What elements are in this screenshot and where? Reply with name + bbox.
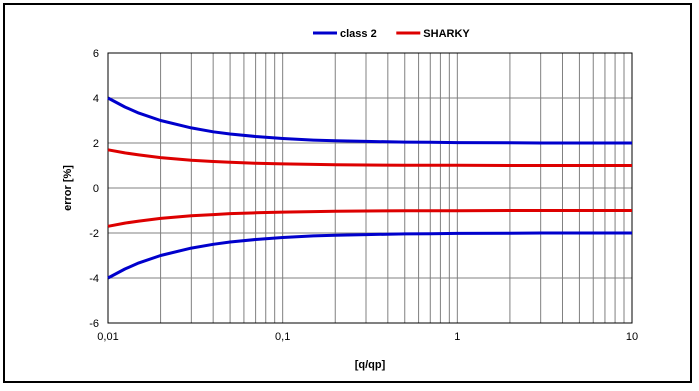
y-axis-title: error [%] bbox=[62, 165, 74, 211]
chart-frame: -6 -4 -2 0 2 4 6 0,01 0,1 1 10 [q/qp] error [%] cl… bbox=[3, 3, 692, 383]
y-tick-label: 4 bbox=[93, 93, 99, 105]
y-tick-label: 0 bbox=[93, 183, 99, 195]
x-tick-label: 0,1 bbox=[275, 331, 290, 343]
x-axis-title: [q/qp] bbox=[355, 359, 386, 371]
plot-area bbox=[107, 52, 633, 324]
tick-labels: -6 -4 -2 0 2 4 6 0,01 0,1 1 10 bbox=[89, 48, 638, 343]
x-tick-label: 10 bbox=[626, 331, 638, 343]
y-tick-label: 6 bbox=[93, 48, 99, 60]
y-tick-label: 2 bbox=[93, 138, 99, 150]
x-tick-label: 1 bbox=[454, 331, 460, 343]
series-layer bbox=[107, 96, 632, 280]
series-line-2 bbox=[107, 231, 632, 280]
legend: class 2 SHARKY bbox=[313, 28, 470, 40]
series-line-3 bbox=[107, 148, 632, 167]
legend-label: SHARKY bbox=[423, 28, 470, 40]
legend-label: class 2 bbox=[340, 28, 377, 40]
series-line-4 bbox=[107, 209, 632, 228]
y-tick-label: -4 bbox=[89, 273, 99, 285]
x-tick-label: 0,01 bbox=[97, 331, 118, 343]
y-tick-label: -2 bbox=[89, 228, 99, 240]
error-chart: -6 -4 -2 0 2 4 6 0,01 0,1 1 10 [q/qp] error [%] cl… bbox=[62, 28, 638, 371]
y-tick-label: -6 bbox=[89, 318, 99, 330]
series-line-1 bbox=[107, 96, 632, 145]
grid bbox=[107, 52, 632, 324]
